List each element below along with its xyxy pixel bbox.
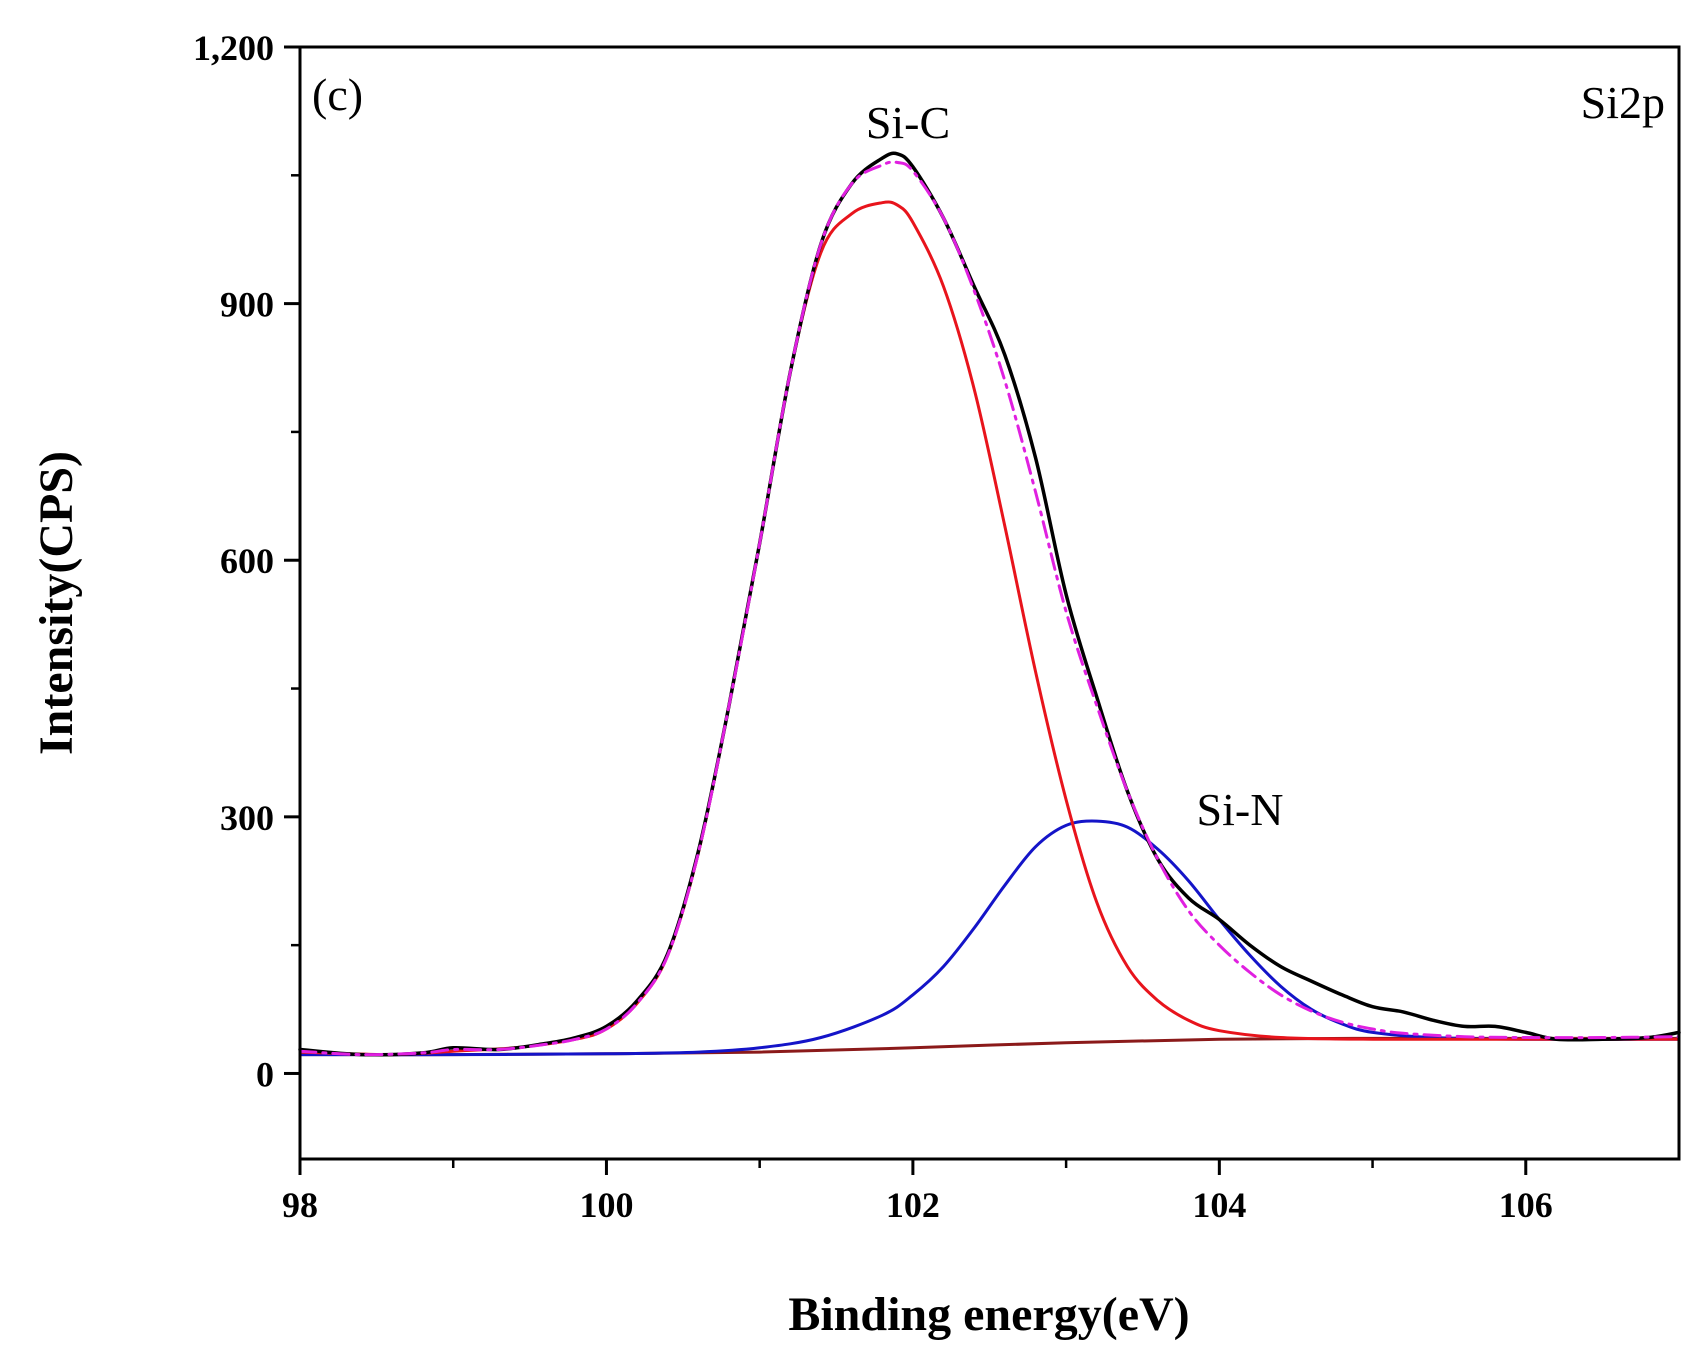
x-tick-label-98: 98 bbox=[282, 1185, 318, 1225]
series-line-sic bbox=[298, 200, 1681, 1057]
series-line-background bbox=[298, 1036, 1681, 1057]
peak-label-sin: Si-N bbox=[1197, 784, 1284, 835]
y-tick-label-1200: 1,200 bbox=[193, 28, 274, 68]
series-line-raw bbox=[298, 151, 1681, 1057]
series-layer bbox=[298, 151, 1681, 1057]
y-tick-label-0: 0 bbox=[256, 1054, 274, 1094]
panel-label: (c) bbox=[312, 69, 363, 120]
y-tick-label-300: 300 bbox=[220, 798, 274, 838]
plot-frame bbox=[298, 45, 1681, 1161]
x-tick-label-100: 100 bbox=[579, 1185, 633, 1225]
x-tick-label-104: 104 bbox=[1192, 1185, 1246, 1225]
x-tick-label-106: 106 bbox=[1499, 1185, 1553, 1225]
peak-label-sic: Si-C bbox=[866, 97, 950, 148]
region-label: Si2p bbox=[1581, 77, 1665, 128]
x-axis-title: Binding energy(eV) bbox=[788, 1288, 1189, 1341]
y-tick-label-900: 900 bbox=[220, 285, 274, 325]
y-axis-title: Intensity(CPS) bbox=[30, 451, 83, 755]
ticks-layer: 98 100 102 104 106 0 300 600 900 1,200 bbox=[193, 28, 1553, 1225]
series-line-envelope bbox=[298, 160, 1681, 1057]
series-line-sin bbox=[298, 819, 1681, 1057]
x-tick-label-102: 102 bbox=[886, 1185, 940, 1225]
y-tick-label-600: 600 bbox=[220, 541, 274, 581]
